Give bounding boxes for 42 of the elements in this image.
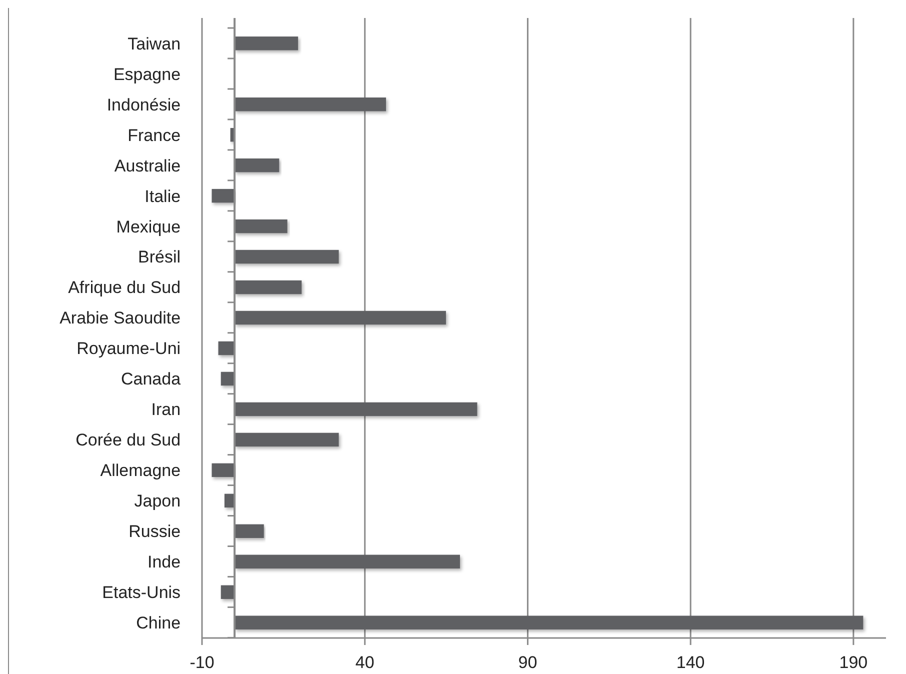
bar bbox=[234, 432, 339, 447]
bar bbox=[234, 554, 460, 568]
y-tick-label: Corée du Sud bbox=[76, 430, 181, 450]
y-tick-label: Mexique bbox=[116, 217, 181, 236]
y-tick-label: Chine bbox=[136, 614, 181, 633]
y-tick-label: Taiwan bbox=[128, 34, 181, 54]
bar bbox=[212, 188, 235, 203]
y-tick-label: Russie bbox=[128, 522, 181, 542]
y-tick-label: Iran bbox=[151, 400, 181, 420]
bar bbox=[234, 36, 298, 50]
y-tick-label: Australie bbox=[114, 156, 181, 176]
bar bbox=[220, 372, 235, 386]
bar bbox=[212, 463, 235, 478]
bar bbox=[234, 250, 339, 264]
bar bbox=[218, 341, 235, 356]
y-tick-label: Etats-Unis bbox=[102, 583, 181, 602]
y-tick-label: Afrique du Sud bbox=[68, 278, 181, 298]
bar bbox=[234, 402, 478, 416]
bar bbox=[234, 310, 446, 325]
y-tick-label: Espagne bbox=[113, 64, 181, 84]
bar bbox=[234, 219, 288, 234]
y-tick-label: Canada bbox=[121, 370, 182, 389]
x-tick-label: -10 bbox=[190, 653, 214, 672]
y-tick-label: Japon bbox=[134, 492, 181, 511]
y-tick-label: Inde bbox=[147, 552, 181, 572]
y-tick-label: Arabie Saoudite bbox=[60, 308, 181, 328]
x-tick-label: 190 bbox=[839, 653, 868, 672]
y-tick-label: Indonésie bbox=[106, 95, 181, 114]
y-tick-label: Royaume-Uni bbox=[76, 339, 181, 358]
x-tick-label: 40 bbox=[355, 653, 374, 672]
x-tick-label: 140 bbox=[676, 653, 705, 672]
bar bbox=[234, 280, 302, 294]
y-tick-label: Italie bbox=[144, 186, 181, 206]
bar bbox=[220, 585, 235, 599]
y-tick-label: France bbox=[128, 126, 181, 145]
bar bbox=[234, 616, 864, 630]
y-tick-label: Brésil bbox=[138, 248, 181, 267]
x-tick-label: 90 bbox=[518, 653, 538, 672]
bar bbox=[234, 524, 264, 538]
y-tick-label: Allemagne bbox=[100, 461, 181, 480]
bar bbox=[234, 158, 280, 172]
bar bbox=[234, 98, 386, 112]
